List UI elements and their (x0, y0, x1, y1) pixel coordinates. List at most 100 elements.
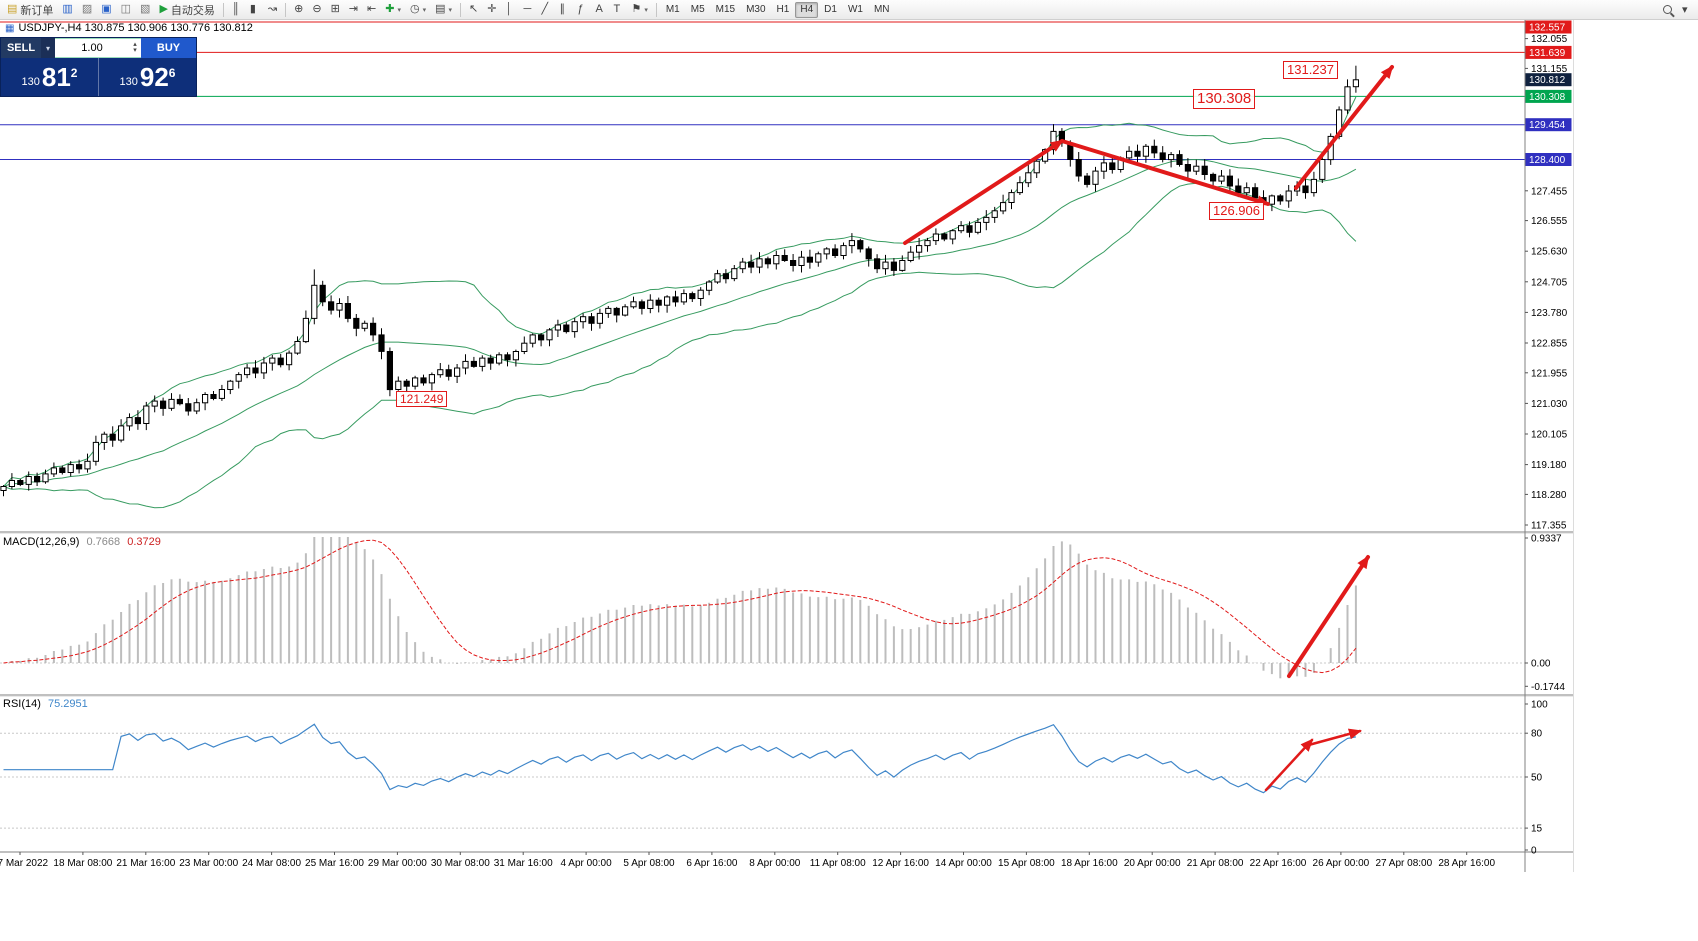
data-window-icon[interactable]: ◫ (117, 1, 135, 18)
tile-windows-icon[interactable]: ⊞ (327, 1, 344, 18)
horizontal-line-icon[interactable]: ─ (519, 1, 536, 18)
volume-up-icon[interactable]: ▴ (133, 41, 137, 48)
candle-body (344, 303, 351, 319)
price-callout[interactable]: 126.906 (1209, 202, 1264, 220)
timeframe-m30[interactable]: M30 (741, 2, 770, 18)
candle-body (252, 367, 259, 374)
autotrading-button[interactable]: ▶ 自动交易 (155, 1, 218, 18)
new-order-button[interactable]: ▤ 新订单 (3, 1, 57, 18)
candle-body (286, 352, 293, 366)
navigator-icon[interactable]: ▧ (136, 1, 154, 18)
text-icon[interactable]: A (591, 1, 608, 18)
trend-arrow[interactable] (1294, 65, 1394, 190)
candle-body (353, 317, 360, 329)
time-axis-label: 21 Mar 16:00 (116, 858, 175, 869)
shapes-icon[interactable]: ⚑ ▾ (627, 1, 651, 18)
cursor-icon[interactable]: ↖ (465, 1, 482, 18)
auto-scroll-icon[interactable]: ⇥ (345, 1, 362, 18)
channel-icon[interactable]: ∥ (555, 1, 572, 18)
timeframe-w1[interactable]: W1 (843, 2, 868, 18)
candle-body (563, 324, 570, 333)
crosshair-icon: ✛ (487, 3, 497, 15)
timeframe-m1[interactable]: M1 (661, 2, 685, 18)
price-line-label-box (1525, 20, 1572, 34)
candle-body (622, 306, 629, 316)
time-axis-label: 18 Mar 08:00 (53, 858, 112, 869)
candle-body (512, 351, 519, 361)
charts-menu-icon[interactable]: ▥ (58, 1, 76, 18)
buy-price-pips: 92 (139, 62, 169, 92)
price-tick-label: 118.280 (1531, 490, 1567, 501)
chevron-down-icon[interactable]: ▾ (1678, 1, 1695, 18)
candle-body (613, 307, 620, 316)
buy-button[interactable]: BUY (141, 38, 196, 58)
market-watch-icon[interactable]: ▣ (97, 1, 115, 18)
candle-body (1352, 79, 1360, 88)
price-callout[interactable]: 121.249 (396, 391, 448, 408)
profiles-icon[interactable]: ▨ (78, 1, 96, 18)
toolbar-separator (655, 2, 657, 17)
candle-body (1310, 178, 1318, 194)
time-axis-label: 5 Apr 08:00 (623, 858, 675, 869)
chart-shift-icon[interactable]: ⇤ (363, 1, 380, 18)
candle-body (949, 230, 956, 240)
rsi-trend-arrow[interactable] (1303, 728, 1362, 748)
indicators-icon[interactable]: ✚ ▾ (381, 1, 405, 18)
rsi-trend-arrow[interactable] (1264, 738, 1314, 792)
timeframe-mn[interactable]: MN (869, 2, 895, 18)
candle-body (857, 240, 864, 250)
trend-arrow[interactable] (1060, 139, 1270, 207)
candle-body (1268, 195, 1276, 205)
price-callout[interactable]: 130.308 (1193, 89, 1256, 109)
volume-down-icon[interactable]: ▾ (133, 47, 137, 54)
candle-body (714, 273, 721, 283)
timeframe-m15[interactable]: M15 (711, 2, 740, 18)
candlestick-chart-icon[interactable]: ▮ (246, 1, 263, 18)
candle-body (1075, 159, 1082, 177)
volume-field[interactable]: 1.00 ▴ ▾ (55, 38, 141, 58)
sell-price[interactable]: 130 81 2 (1, 58, 98, 96)
candle-body (59, 467, 66, 473)
bar-chart-icon[interactable]: ║ (228, 1, 245, 18)
bollinger-lower-band (3, 182, 1357, 509)
price-line-label-box (1525, 118, 1572, 132)
timeframe-h1[interactable]: H1 (772, 2, 795, 18)
candle-body (823, 248, 830, 255)
price-line-label: 130.812 (1529, 75, 1566, 86)
price-callout[interactable]: 131.237 (1283, 61, 1338, 79)
candle-body (134, 417, 142, 425)
candle-body (882, 261, 889, 270)
line-chart-icon[interactable]: ↝ (264, 1, 281, 18)
periods-icon[interactable]: ◷ ▾ (406, 1, 430, 18)
templates-icon[interactable]: ▤ ▾ (431, 1, 456, 18)
trade-options-caret[interactable]: ▾ (41, 38, 55, 58)
fibonacci-icon[interactable]: ƒ (573, 1, 590, 18)
zoom-in-icon[interactable]: ⊕ (290, 1, 307, 18)
buy-price[interactable]: 130 92 6 (99, 58, 196, 96)
sell-button[interactable]: SELL (1, 38, 41, 58)
indicators-icon: ✚ (385, 3, 395, 15)
candle-body (0, 486, 7, 491)
one-click-trading-panel: SELL ▾ 1.00 ▴ ▾ BUY 130 81 2 130 92 6 (0, 37, 197, 97)
rsi-name: RSI(14) (3, 698, 41, 710)
candle-body (126, 417, 133, 427)
time-axis-label: 17 Mar 2022 (0, 858, 49, 869)
macd-trend-arrow[interactable] (1287, 555, 1370, 678)
time-axis-label: 31 Mar 16:00 (494, 858, 553, 869)
vertical-line-icon[interactable]: │ (501, 1, 518, 18)
text-label-icon[interactable]: T (609, 1, 626, 18)
candle-body (958, 225, 965, 232)
price-chart-canvas[interactable]: 132.055 131.155 127.455 126.555 125.630 124.7… (0, 20, 1573, 872)
candlestick-chart-icon: ▮ (249, 3, 256, 15)
trend-arrow[interactable] (903, 139, 1064, 245)
timeframe-m5[interactable]: M5 (686, 2, 710, 18)
candle-body (722, 273, 729, 280)
zoom-out-icon[interactable]: ⊖ (308, 1, 325, 18)
timeframe-d1[interactable]: D1 (819, 2, 842, 18)
crosshair-icon[interactable]: ✛ (483, 1, 500, 18)
trendline-icon[interactable]: ╱ (537, 1, 554, 18)
candle-body (832, 248, 839, 256)
search-icon[interactable] (1659, 1, 1676, 18)
timeframe-h4[interactable]: H4 (795, 1, 819, 18)
time-axis-label: 14 Apr 00:00 (935, 858, 992, 869)
